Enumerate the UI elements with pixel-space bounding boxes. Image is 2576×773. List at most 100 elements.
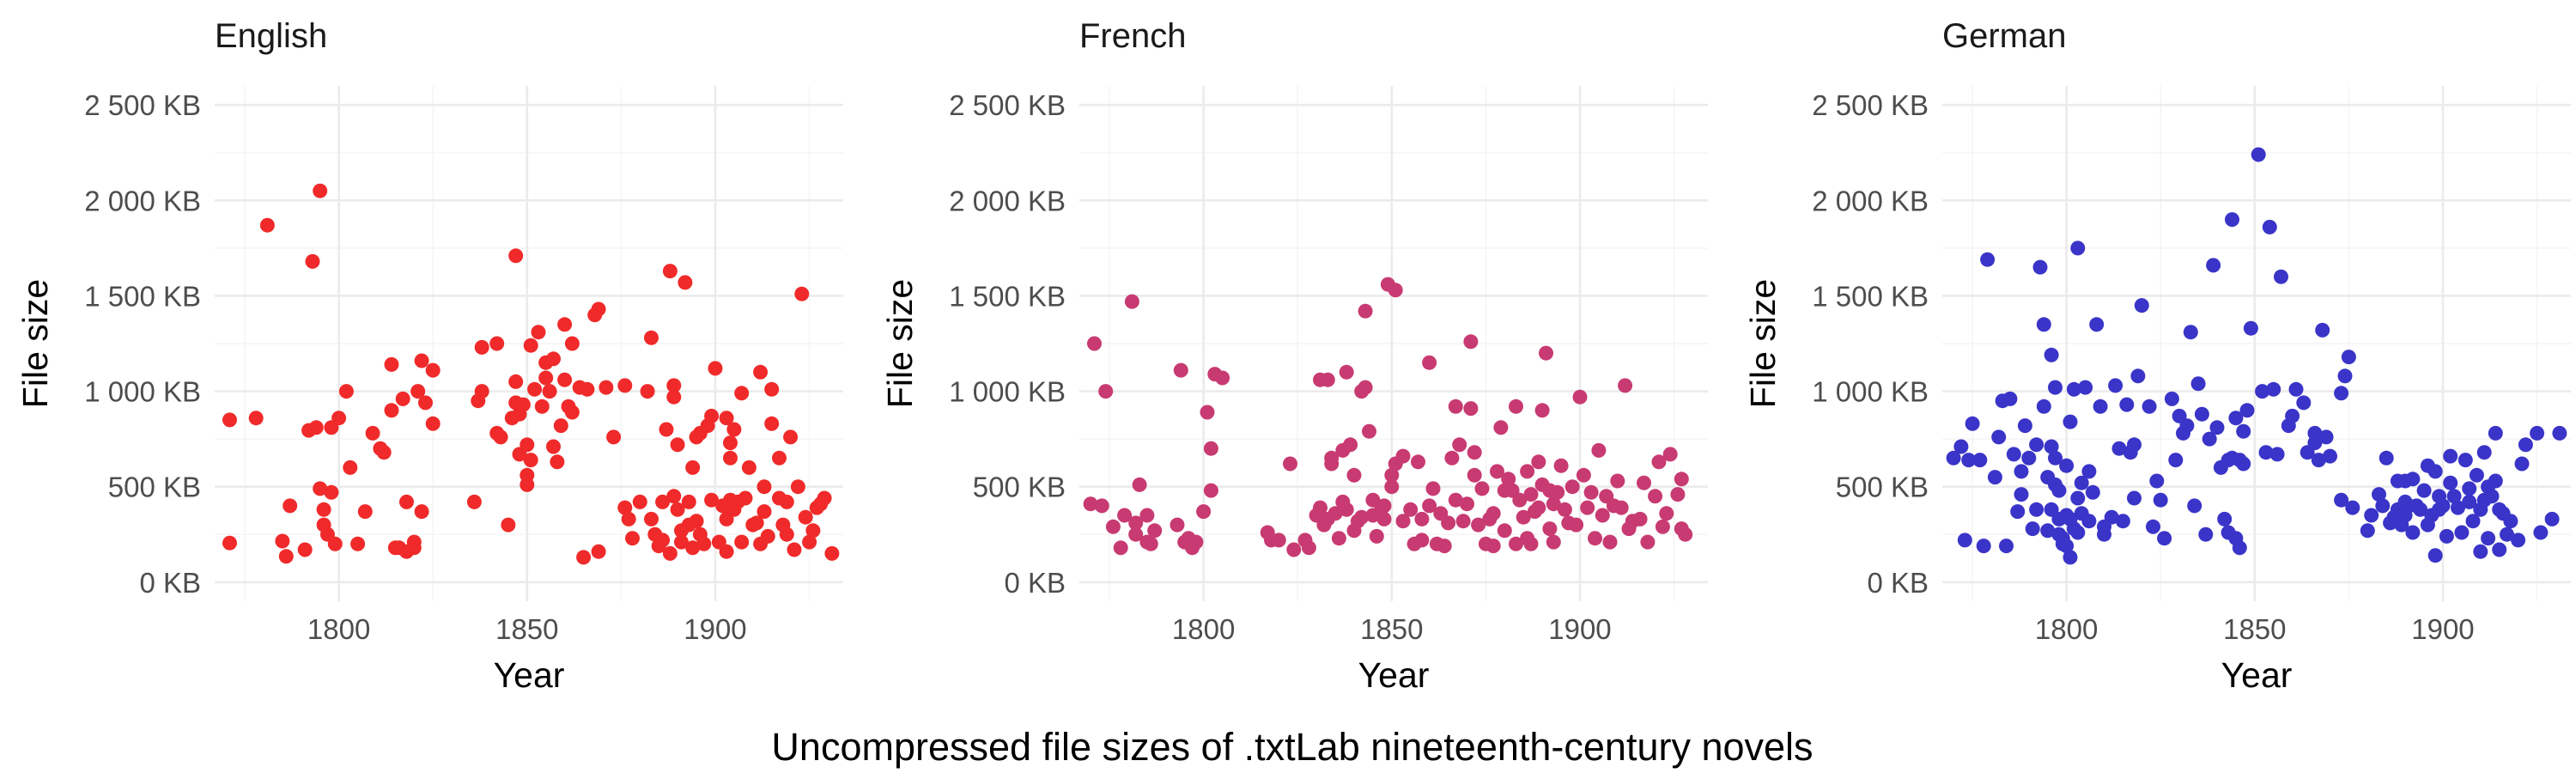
data-point (2153, 492, 2168, 508)
data-point (794, 286, 810, 301)
data-point (1444, 450, 1460, 466)
data-points (1946, 147, 2567, 565)
data-point (2518, 437, 2533, 453)
data-point (1365, 492, 1381, 508)
data-point (259, 217, 275, 233)
data-point (1588, 531, 1602, 546)
data-point (2266, 381, 2281, 397)
data-point (1520, 464, 1535, 479)
data-point (779, 526, 794, 542)
data-point (2458, 453, 2473, 468)
data-point (783, 429, 799, 445)
data-point (1271, 533, 1286, 548)
data-point (2345, 500, 2360, 515)
data-point (1196, 504, 1212, 520)
data-point (1098, 384, 1114, 399)
data-point (2142, 399, 2157, 414)
data-point (1388, 283, 1403, 298)
data-point (1376, 498, 1392, 514)
data-point (466, 494, 482, 509)
data-point (824, 545, 840, 561)
data-point (2111, 441, 2127, 456)
data-point (1094, 498, 1109, 514)
data-point (1637, 475, 1651, 490)
data-point (2036, 399, 2051, 414)
data-point (689, 514, 704, 529)
data-point (632, 494, 647, 509)
data-point (2334, 492, 2349, 508)
data-point (1369, 528, 1384, 544)
data-point (1953, 439, 1969, 454)
data-point (399, 494, 414, 509)
data-point (2115, 514, 2130, 529)
data-point (2439, 528, 2454, 544)
data-point (2063, 550, 2078, 565)
data-point (508, 248, 524, 264)
data-point (726, 422, 742, 437)
data-point (1411, 454, 1425, 470)
data-point (1339, 364, 1354, 380)
data-point (2134, 298, 2149, 313)
data-point (2059, 458, 2075, 473)
data-point (734, 386, 750, 401)
data-point (787, 542, 802, 557)
data-point (2014, 487, 2029, 502)
data-point (1414, 533, 1430, 548)
data-point (2469, 467, 2484, 483)
data-point (2360, 523, 2375, 539)
x-tick-label: 1900 (683, 613, 746, 645)
data-point (2127, 437, 2142, 453)
data-point (2311, 453, 2326, 468)
data-point (305, 253, 320, 269)
data-point (779, 494, 794, 509)
data-point (1583, 484, 1599, 500)
data-point (738, 490, 753, 506)
data-point (1572, 389, 1588, 405)
data-point (1203, 483, 1218, 498)
data-point (546, 439, 561, 454)
data-point (384, 356, 399, 372)
data-point (2089, 317, 2105, 332)
data-point (1946, 450, 1961, 466)
data-point (1957, 533, 1972, 548)
x-tick-label: 1850 (2223, 613, 2286, 645)
data-point (1980, 252, 1996, 267)
data-point (1662, 447, 1678, 462)
data-point (655, 533, 671, 548)
data-point (2552, 425, 2567, 441)
data-point (414, 504, 429, 520)
data-point (2481, 531, 2496, 546)
data-point (557, 317, 573, 332)
data-point (1991, 429, 2007, 445)
y-tick-label: 500 KB (973, 472, 1066, 503)
data-point (2051, 483, 2067, 498)
data-point (1448, 492, 1463, 508)
y-tick-label: 1 500 KB (1812, 280, 1929, 312)
data-point (542, 384, 557, 399)
data-point (2081, 464, 2097, 479)
data-point (1618, 378, 1633, 393)
y-tick-label: 500 KB (1836, 472, 1929, 503)
data-point (2085, 484, 2100, 500)
data-point (2500, 526, 2514, 542)
data-point (474, 339, 489, 355)
y-tick-label: 500 KB (108, 472, 201, 503)
panel-title: German (1942, 17, 2067, 55)
data-point (2405, 472, 2421, 487)
y-tick-label: 2 000 KB (84, 185, 201, 216)
data-point (1976, 539, 1991, 554)
data-point (2296, 395, 2312, 411)
data-point (666, 389, 682, 405)
data-point (1128, 526, 1144, 542)
data-point (2108, 378, 2123, 393)
data-point (425, 362, 440, 378)
data-point (2074, 475, 2089, 490)
data-point (534, 399, 550, 414)
data-point (1531, 454, 1546, 470)
data-point (2198, 526, 2214, 542)
data-point (1301, 540, 1316, 556)
data-point (2146, 519, 2160, 534)
data-point (1670, 487, 1686, 502)
data-point (685, 460, 701, 475)
y-tick-label: 1 000 KB (949, 376, 1066, 408)
